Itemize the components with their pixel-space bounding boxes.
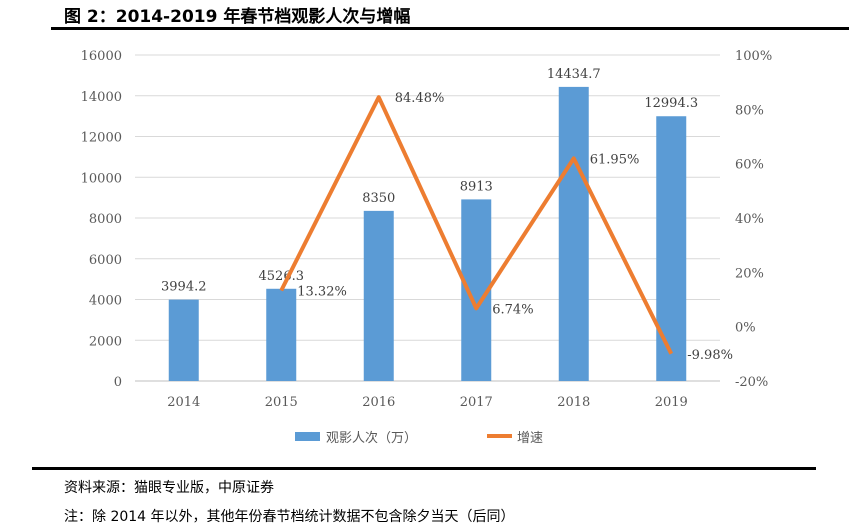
x-tick-label: 2015 bbox=[265, 395, 298, 410]
y-tick-label: 4000 bbox=[89, 294, 122, 309]
x-tick-label: 2019 bbox=[655, 395, 688, 410]
legend-bar-label: 观影人次（万） bbox=[326, 430, 417, 446]
x-tick-label: 2014 bbox=[167, 395, 200, 410]
title-rule bbox=[51, 27, 849, 30]
y2-tick-label: 20% bbox=[735, 266, 764, 281]
bar-data-label: 14434.7 bbox=[547, 67, 601, 82]
line-data-label: -9.98% bbox=[687, 348, 733, 363]
y2-tick-label: 60% bbox=[735, 158, 764, 173]
figure-title: 图 2：2014-2019 年春节档观影人次与增幅 bbox=[64, 7, 411, 27]
line-data-label: 84.48% bbox=[395, 91, 445, 106]
y-tick-label: 16000 bbox=[81, 49, 122, 64]
x-tick-label: 2017 bbox=[460, 395, 493, 410]
legend-line-label: 增速 bbox=[517, 431, 543, 446]
y-tick-label: 0 bbox=[114, 375, 122, 390]
bar bbox=[266, 288, 297, 381]
y2-tick-label: 100% bbox=[735, 49, 772, 64]
bar-data-label: 8913 bbox=[460, 179, 493, 194]
bar-data-label: 8350 bbox=[362, 191, 395, 206]
bar-data-label: 3994.2 bbox=[161, 280, 207, 295]
source-text: 资料来源：猫眼专业版，中原证券 bbox=[64, 480, 274, 496]
y2-tick-label: 80% bbox=[735, 103, 764, 118]
x-tick-label: 2016 bbox=[362, 395, 395, 410]
bar bbox=[168, 299, 199, 381]
y-tick-label: 6000 bbox=[89, 253, 122, 268]
bar-data-label: 4526.3 bbox=[259, 269, 305, 284]
line-data-label: 13.32% bbox=[297, 284, 347, 299]
chart: 0 2000 4000 6000 8000 10000 12000 14000 16000 -20… bbox=[81, 49, 773, 446]
bar-data-label: 12994.3 bbox=[644, 96, 698, 111]
x-tick-label: 2018 bbox=[557, 395, 590, 410]
y2-tick-label: 0% bbox=[735, 321, 756, 336]
y2-tick-label: 40% bbox=[735, 212, 764, 227]
y-tick-label: 10000 bbox=[81, 171, 122, 186]
y-tick-label: 8000 bbox=[89, 212, 122, 227]
y-tick-label: 2000 bbox=[89, 334, 122, 349]
y2-tick-label: -20% bbox=[735, 375, 768, 390]
line-data-label: 6.74% bbox=[492, 302, 533, 317]
y-tick-label: 14000 bbox=[81, 90, 122, 105]
footer-rule bbox=[32, 467, 816, 470]
bar bbox=[363, 210, 394, 381]
bar bbox=[558, 86, 589, 381]
legend-bar-swatch bbox=[295, 432, 320, 441]
note-text: 注：除 2014 年以外，其他年份春节档统计数据不包含除夕当天（后同） bbox=[64, 509, 515, 525]
line-data-label: 61.95% bbox=[590, 152, 640, 167]
bar bbox=[656, 116, 687, 381]
y-tick-label: 12000 bbox=[81, 131, 122, 146]
